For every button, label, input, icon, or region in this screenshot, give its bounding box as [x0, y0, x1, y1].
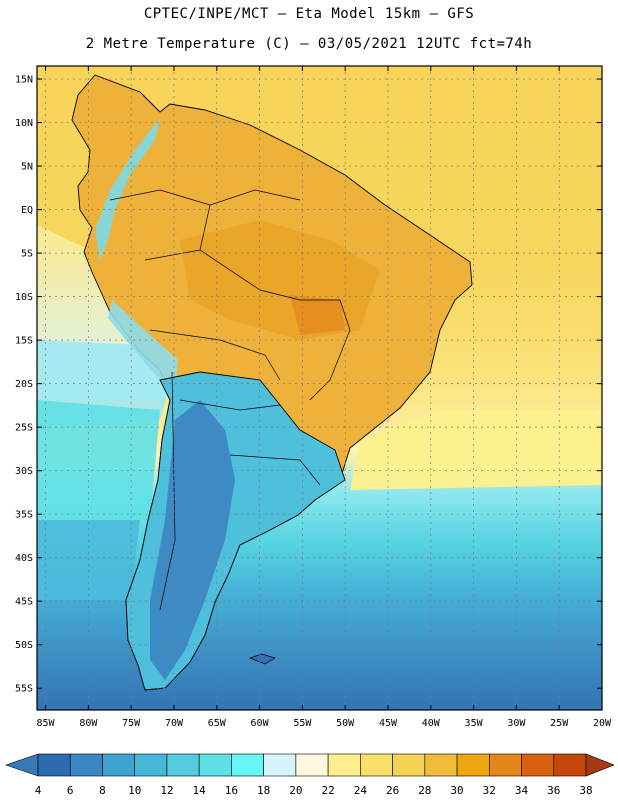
lat-label: 40S [15, 553, 33, 564]
lat-label: 15S [15, 336, 33, 347]
lon-label: 20W [593, 718, 612, 729]
colorbar-tick-label: 22 [321, 784, 334, 797]
lat-label: 55S [15, 684, 33, 695]
colorbar-cell [553, 753, 587, 777]
lon-label: 45W [379, 718, 398, 729]
colorbar-cell [69, 753, 103, 777]
colorbar-low-arrow [5, 753, 39, 777]
temperature-colorbar: 4 6 8 10 12 14 16 18 20 22 24 26 28 30 32 34 36 38 [5, 753, 615, 797]
lat-label: 10N [15, 118, 33, 129]
colorbar-cell [488, 753, 522, 777]
colorbar-tick-label: 28 [418, 784, 431, 797]
brazil-hottest-spot [290, 295, 345, 335]
lat-label: 35S [15, 510, 33, 521]
colorbar-cell [166, 753, 200, 777]
latitude-labels: 15N 10N 5N EQ 5S 10S 15S 20S 25S 30S 35S 40S 45S 50S 5… [15, 75, 33, 695]
colorbar-tick-label: 30 [450, 784, 463, 797]
colorbar-cell [263, 753, 297, 777]
colorbar-tick-label: 12 [160, 784, 173, 797]
colorbar-tick-label: 8 [99, 784, 106, 797]
map-frame [36, 65, 603, 711]
lat-label: 25S [15, 423, 33, 434]
colorbar-cell [231, 753, 264, 777]
lon-label: 80W [79, 718, 98, 729]
axis-ticks [37, 66, 603, 710]
colorbar-cell [102, 753, 136, 777]
lat-label: 30S [15, 466, 33, 477]
temperature-map: 15N 10N 5N EQ 5S 10S 15S 20S 25S 30S 35S 40S 45S 50S 5… [15, 65, 612, 729]
lon-label: 40W [422, 718, 441, 729]
colorbar-tick-label: 10 [128, 784, 141, 797]
colorbar-tick-label: 24 [354, 784, 368, 797]
country-borders [109, 189, 351, 611]
lon-label: 60W [251, 718, 270, 729]
lon-label: 25W [550, 718, 569, 729]
lon-label: 35W [465, 718, 484, 729]
colorbar-tick-label: 34 [515, 784, 529, 797]
colorbar-high-arrow [585, 753, 615, 777]
colorbar-cell [392, 753, 426, 777]
colorbar-tick-label: 16 [225, 784, 238, 797]
falkland-islands [248, 653, 276, 665]
colorbar-tick-label: 4 [35, 784, 42, 797]
graticule [37, 66, 602, 710]
longitude-labels: 85W 80W 75W 70W 65W 60W 55W 50W 45W 40W 35W 30W 25W 2… [37, 718, 612, 729]
patagonia-cold [150, 400, 235, 680]
map-subtitle: 2 Metre Temperature (C) – 03/05/2021 12U… [85, 36, 533, 52]
lon-label: 70W [165, 718, 184, 729]
lat-label: 5N [21, 162, 33, 173]
colorbar-cell [295, 753, 329, 777]
andes-central-cool [108, 300, 178, 390]
pacific-cyan-south [37, 400, 160, 520]
lon-label: 50W [336, 718, 355, 729]
andes-north-cool [95, 118, 160, 260]
colorbar-tick-label: 36 [547, 784, 560, 797]
colorbar-tick-label: 18 [257, 784, 270, 797]
colorbar-cell [134, 753, 168, 777]
atlantic-warm-band [350, 410, 602, 490]
lat-label: 10S [15, 292, 33, 303]
lat-label: 5S [21, 249, 33, 260]
colorbar-tick-label: 32 [483, 784, 496, 797]
colorbar-cell [327, 753, 361, 777]
colorbar-tick-label: 6 [67, 784, 74, 797]
colorbar-cell [424, 753, 458, 777]
lon-label: 55W [293, 718, 312, 729]
lat-label: 45S [15, 597, 33, 608]
colorbar-cell [456, 753, 490, 777]
colorbar-cell [521, 753, 555, 777]
colorbar-cell [198, 753, 232, 777]
map-title: CPTEC/INPE/MCT – Eta Model 15km – GFS [143, 6, 475, 22]
colorbar-tick-label: 38 [579, 784, 592, 797]
lat-label: 15N [15, 75, 33, 86]
lon-label: 65W [208, 718, 227, 729]
lon-label: 30W [507, 718, 526, 729]
lon-label: 85W [37, 718, 56, 729]
lat-label: 20S [15, 379, 33, 390]
lat-label: EQ [21, 205, 33, 216]
lon-label: 75W [122, 718, 141, 729]
colorbar-cell [37, 753, 71, 777]
colorbar-tick-label: 14 [193, 784, 207, 797]
lat-label: 50S [15, 640, 33, 651]
colorbar-tick-label: 20 [289, 784, 302, 797]
colorbar-tick-label: 26 [386, 784, 399, 797]
colorbar-cell [360, 753, 393, 777]
